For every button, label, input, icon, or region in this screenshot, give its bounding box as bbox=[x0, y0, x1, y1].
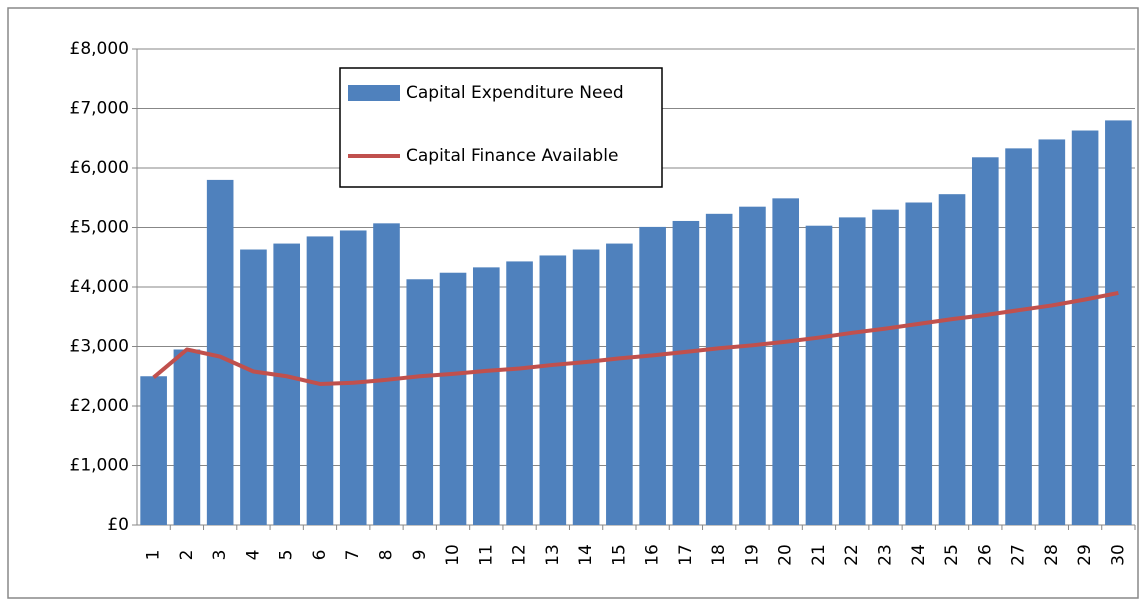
x-tick-label: 12 bbox=[510, 544, 530, 566]
x-tick-label: 4 bbox=[243, 550, 263, 561]
bar bbox=[971, 157, 999, 526]
x-tick-label: 26 bbox=[975, 544, 995, 566]
x-tick-label: 3 bbox=[210, 550, 230, 561]
legend-label: Capital Finance Available bbox=[406, 146, 618, 166]
bar bbox=[1005, 148, 1032, 526]
bar bbox=[772, 198, 800, 525]
x-tick-label: 27 bbox=[1009, 544, 1029, 566]
bar bbox=[273, 243, 301, 525]
bar bbox=[1105, 120, 1132, 526]
x-tick-label: 22 bbox=[842, 544, 862, 566]
x-tick-label: 23 bbox=[876, 544, 896, 566]
x-tick-label: 19 bbox=[742, 544, 762, 566]
x-tick-label: 2 bbox=[177, 550, 197, 561]
bar bbox=[1071, 130, 1099, 525]
x-tick-label: 21 bbox=[809, 544, 829, 566]
x-tick-label: 17 bbox=[676, 544, 696, 566]
y-tick-label: £8,000 bbox=[70, 39, 129, 59]
bar bbox=[872, 209, 899, 525]
x-tick-label: 9 bbox=[410, 550, 430, 561]
bar bbox=[838, 217, 866, 525]
bar bbox=[406, 279, 434, 525]
y-tick-label: £0 bbox=[107, 515, 129, 535]
bar bbox=[339, 230, 367, 525]
bar bbox=[140, 376, 167, 525]
bar bbox=[705, 213, 733, 525]
x-tick-label: 14 bbox=[576, 544, 596, 566]
bar bbox=[1038, 139, 1066, 525]
bar bbox=[905, 202, 933, 525]
bar bbox=[206, 179, 234, 525]
bar bbox=[506, 261, 533, 525]
x-tick-label: 7 bbox=[343, 550, 363, 561]
bar bbox=[472, 267, 500, 525]
y-tick-label: £6,000 bbox=[70, 158, 129, 178]
y-tick-label: £1,000 bbox=[70, 456, 129, 476]
x-tick-label: 30 bbox=[1108, 544, 1128, 566]
bar bbox=[805, 225, 833, 525]
x-tick-label: 11 bbox=[476, 544, 496, 566]
x-tick-label: 6 bbox=[310, 550, 330, 561]
bar bbox=[639, 226, 666, 525]
x-tick-label: 20 bbox=[776, 544, 796, 566]
bar bbox=[572, 249, 600, 525]
x-tick-label: 25 bbox=[942, 544, 962, 566]
bar bbox=[606, 243, 633, 525]
x-tick-label: 5 bbox=[277, 550, 297, 561]
line bbox=[152, 290, 1119, 386]
legend-swatch bbox=[348, 85, 400, 101]
x-tick-label: 8 bbox=[377, 550, 397, 561]
x-tick-label: 28 bbox=[1042, 544, 1062, 566]
x-tick-label: 1 bbox=[144, 550, 164, 561]
bar bbox=[439, 272, 467, 525]
x-tick-label: 13 bbox=[543, 544, 563, 566]
x-tick-label: 10 bbox=[443, 544, 463, 566]
x-tick-label: 24 bbox=[909, 544, 929, 566]
x-tick-label: 18 bbox=[709, 544, 729, 566]
bar bbox=[240, 249, 267, 525]
y-tick-label: £3,000 bbox=[70, 337, 129, 357]
x-tick-label: 29 bbox=[1075, 544, 1095, 566]
bar bbox=[938, 194, 966, 525]
y-tick-label: £4,000 bbox=[70, 277, 129, 297]
bar bbox=[539, 255, 567, 525]
x-tick-label: 16 bbox=[643, 544, 663, 566]
y-tick-label: £5,000 bbox=[70, 218, 129, 238]
bar bbox=[672, 220, 700, 525]
y-tick-label: £7,000 bbox=[70, 99, 129, 119]
legend-label: Capital Expenditure Need bbox=[406, 83, 624, 103]
bar bbox=[373, 223, 400, 525]
y-tick-label: £2,000 bbox=[70, 396, 129, 416]
bar bbox=[173, 349, 201, 525]
bar bbox=[739, 206, 766, 526]
x-tick-label: 15 bbox=[609, 544, 629, 566]
